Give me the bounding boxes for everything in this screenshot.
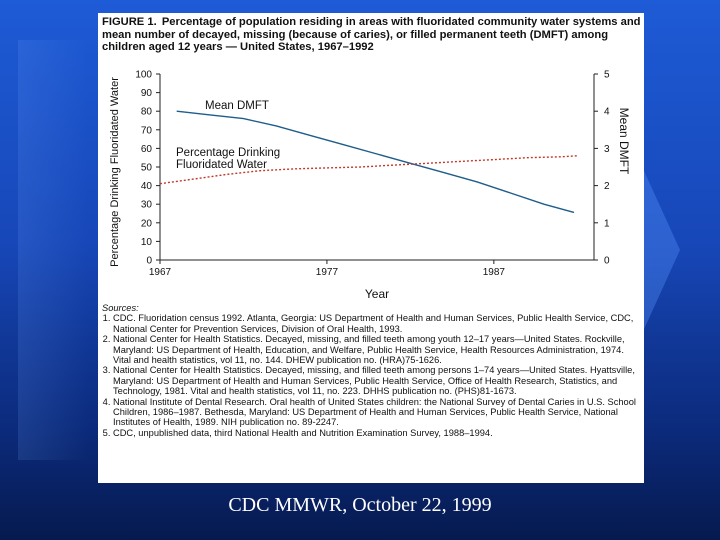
- y-left-tick-label: 70: [141, 125, 153, 136]
- y-left-tick-label: 10: [141, 237, 153, 248]
- y-left-tick-label: 90: [141, 88, 153, 99]
- slide-caption: CDC MMWR, October 22, 1999: [228, 494, 492, 516]
- y-left-tick-label: 50: [141, 163, 153, 174]
- source-item-1: CDC. Fluoridation census 1992. Atlanta, …: [113, 313, 640, 334]
- x-tick-label: 1967: [149, 267, 172, 278]
- y-left-tick-label: 60: [141, 144, 153, 155]
- figure-title-text: Percentage of population residing in are…: [102, 16, 641, 53]
- y-right-tick-label: 4: [604, 107, 610, 118]
- x-axis-label: Year: [365, 287, 389, 301]
- y-right-tick-label: 5: [604, 70, 610, 81]
- x-tick-label: 1987: [483, 267, 506, 278]
- x-tick-label: 1977: [316, 267, 339, 278]
- y-right-tick-label: 1: [604, 218, 610, 229]
- source-item-5: CDC, unpublished data, third National He…: [113, 428, 640, 438]
- line-chart: 0 10 20 30 40 50 60 70 80 90 100 0 1 2 3 4 5 1967 1977 1987…: [109, 70, 631, 302]
- series-line-mean-dmft: [176, 110, 575, 214]
- source-item-3: National Center for Health Statistics. D…: [113, 365, 640, 396]
- y-left-tick-label: 20: [141, 218, 153, 229]
- y-left-tick-label: 0: [146, 256, 152, 267]
- annotation-percentage-line-1: Percentage Drinking: [176, 147, 280, 159]
- sources-section: Sources: CDC. Fluoridation census 1992. …: [102, 303, 640, 438]
- sources-list: CDC. Fluoridation census 1992. Atlanta, …: [102, 313, 640, 438]
- y-right-tick-label: 3: [604, 144, 610, 155]
- figure-title: FIGURE 1. Percentage of population resid…: [102, 16, 642, 54]
- figure-label: FIGURE 1.: [102, 16, 157, 28]
- sources-header: Sources:: [102, 303, 139, 313]
- y-axis-right-label: Mean DMFT: [617, 108, 631, 175]
- background-decoration-left: [18, 40, 88, 460]
- y-right-tick-label: 0: [604, 256, 610, 267]
- y-left-tick-label: 30: [141, 200, 153, 211]
- y-right-tick-label: 2: [604, 181, 610, 192]
- figure-panel: FIGURE 1. Percentage of population resid…: [98, 13, 644, 483]
- annotation-percentage-line-2: Fluoridated Water: [176, 159, 267, 171]
- annotation-mean-dmft: Mean DMFT: [205, 100, 269, 112]
- y-left-tick-label: 80: [141, 107, 153, 118]
- y-axis-left-label: Percentage Drinking Fluoridated Water: [109, 77, 121, 267]
- y-left-tick-label: 40: [141, 181, 153, 192]
- series-line-percentage-fluoridated: [159, 155, 578, 185]
- y-left-tick-label: 100: [135, 70, 152, 81]
- source-item-4: National Institute of Dental Research. O…: [113, 397, 640, 428]
- source-item-2: National Center for Health Statistics. D…: [113, 334, 640, 365]
